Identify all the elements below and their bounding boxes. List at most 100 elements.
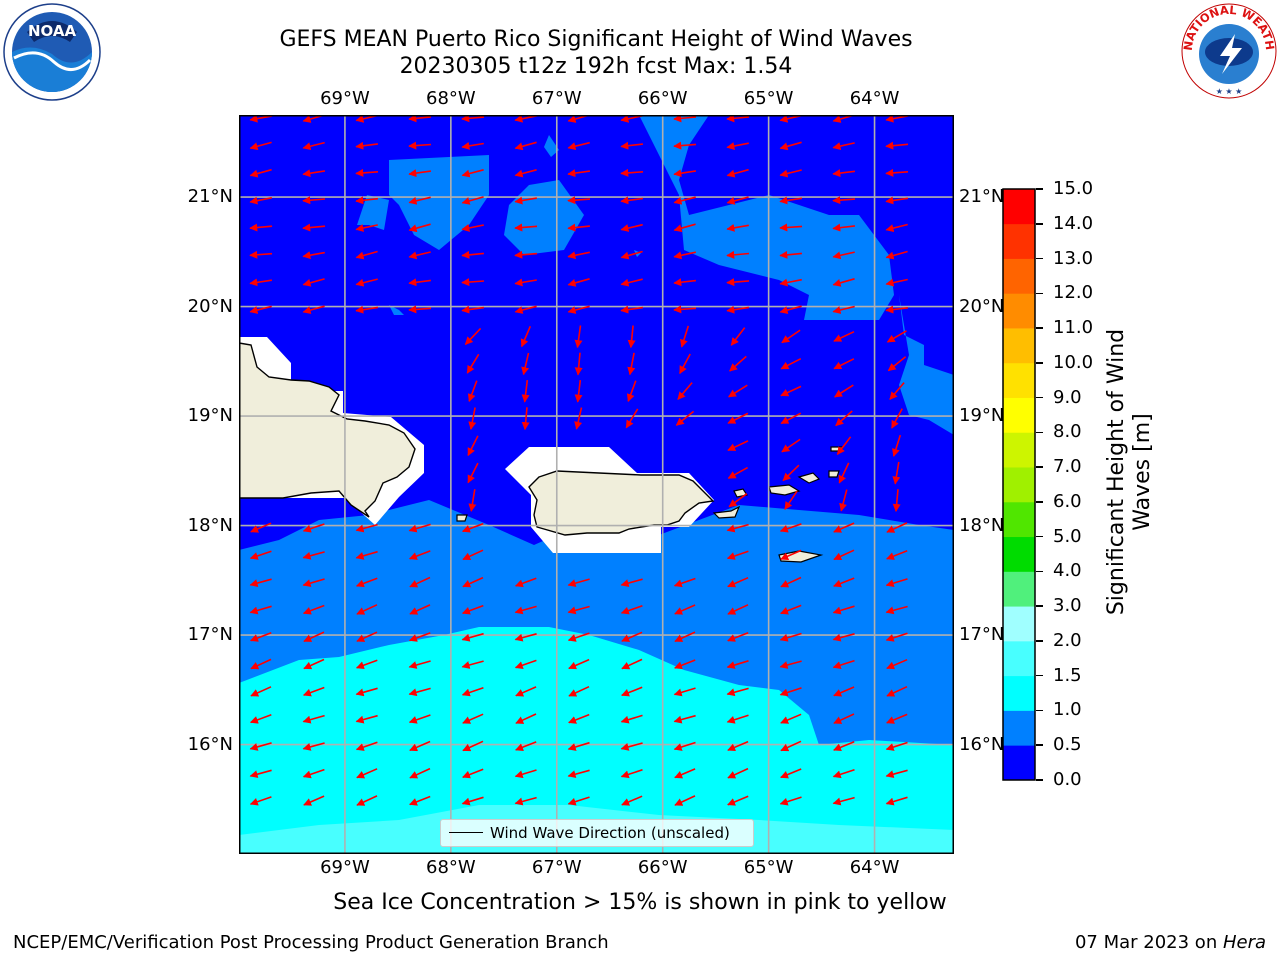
wind-wave-arrow (620, 196, 644, 205)
wind-wave-arrow (885, 223, 908, 233)
wind-wave-arrow (832, 142, 855, 151)
nws-logo: NATIONAL WEATHER SERVICE ★ ★ ★ (1176, 0, 1278, 100)
wind-wave-arrow (355, 196, 378, 205)
wind-wave-arrow (887, 356, 907, 372)
wind-wave-arrow (249, 305, 272, 314)
wind-wave-arrow (515, 713, 537, 724)
wind-wave-arrow (780, 357, 802, 370)
colorbar-segment (1003, 328, 1035, 364)
wind-wave-arrow (833, 330, 855, 342)
wind-wave-arrow (727, 604, 749, 615)
wind-wave-arrow (726, 115, 750, 123)
lat-tick-right: 17°N (959, 624, 1005, 646)
wind-wave-arrow (620, 742, 643, 751)
wind-wave-arrow (249, 115, 272, 123)
colorbar-tick-mark (1036, 779, 1043, 781)
wind-wave-arrow (515, 741, 537, 751)
wind-wave-arrow (673, 169, 697, 178)
wind-wave-arrow (461, 604, 484, 615)
wave-zone-10-15 (239, 627, 954, 854)
wind-wave-arrow (568, 658, 590, 670)
wind-wave-arrow (832, 169, 855, 178)
colorbar-tick-mark (1036, 327, 1043, 329)
wind-wave-arrow (621, 795, 643, 806)
wind-wave-arrow (779, 660, 802, 669)
sea-ice-note: Sea Ice Concentration > 15% is shown in … (333, 890, 947, 915)
lat-tick-right: 19°N (959, 405, 1005, 427)
wind-wave-arrow (674, 631, 696, 643)
wind-wave-arrow (356, 768, 378, 779)
wind-wave-arrow (467, 462, 479, 484)
wind-wave-arrow (521, 407, 530, 431)
wind-wave-arrow (461, 686, 484, 697)
wind-wave-arrow (302, 278, 325, 287)
wind-wave-arrow (727, 576, 749, 588)
lon-tick-top: 65°W (743, 88, 794, 109)
wave-height-map (239, 115, 954, 854)
wind-wave-arrow (302, 169, 326, 178)
wind-wave-arrow (780, 412, 802, 425)
colorbar-segment (1003, 571, 1035, 607)
wind-wave-arrow (627, 352, 636, 376)
wind-wave-arrow (574, 325, 583, 349)
wind-wave-arrow (461, 115, 485, 123)
wind-wave-arrow (726, 305, 750, 314)
lon-tick-bottom: 68°W (425, 857, 476, 878)
wind-wave-arrow (567, 632, 590, 642)
wind-wave-arrow (833, 577, 855, 588)
wind-wave-arrow (885, 605, 908, 615)
wind-wave-arrow (780, 740, 802, 752)
wind-wave-arrow (779, 632, 802, 642)
wind-wave-arrows (249, 115, 909, 806)
wind-wave-arrow (249, 278, 273, 287)
wind-wave-arrow (355, 250, 378, 260)
wind-wave-arrow (467, 380, 478, 403)
wind-wave-arrow (408, 714, 431, 724)
wind-wave-arrow (620, 223, 643, 232)
wind-wave-arrow (461, 169, 484, 178)
lon-tick-top: 67°W (531, 88, 582, 109)
wind-wave-arrow (302, 551, 325, 560)
wind-wave-arrow (462, 549, 484, 561)
wind-wave-arrow (892, 489, 901, 512)
wind-wave-arrow (514, 305, 537, 314)
wind-wave-arrow (833, 740, 855, 752)
wind-wave-arrow (832, 251, 855, 260)
wind-wave-arrow (462, 713, 484, 724)
wind-wave-arrow (302, 768, 325, 779)
wind-wave-arrow (620, 605, 643, 615)
colorbar-segment (1003, 501, 1035, 538)
wind-wave-arrow (885, 141, 909, 150)
wind-wave-arrow (409, 795, 431, 806)
lon-tick-top: 64°W (849, 88, 900, 109)
wind-wave-arrow (779, 523, 802, 533)
wind-wave-arrow (514, 278, 537, 287)
wind-wave-arrow (620, 278, 643, 287)
noaa-logo-text: NOAA (28, 22, 77, 40)
colorbar-tick-label: 5.0 (1053, 525, 1082, 547)
colorbar-label: Significant Height of Wind Waves [m] (1104, 272, 1156, 672)
colorbar-tick-label: 1.0 (1053, 699, 1082, 721)
map-frame (239, 115, 954, 854)
colorbar-tick-mark (1036, 674, 1043, 677)
wind-wave-arrow (781, 329, 801, 344)
wind-wave-arrow (355, 168, 379, 177)
wind-wave-arrow (408, 305, 432, 314)
wind-wave-arrow (729, 355, 747, 372)
wind-wave-arrow (832, 605, 855, 615)
wind-wave-arrow (567, 141, 590, 151)
wind-wave-arrow (567, 796, 590, 806)
wind-wave-arrow (355, 659, 378, 670)
wind-wave-arrow (302, 223, 326, 232)
wind-wave-arrow (621, 631, 643, 642)
colorbar-segment (1003, 362, 1035, 398)
colorbar-tick-mark (1036, 535, 1043, 538)
wind-wave-arrow (568, 685, 590, 697)
wind-wave-arrow (780, 549, 802, 560)
wind-wave-arrow (461, 305, 485, 314)
wind-wave-arrow (408, 223, 431, 233)
wind-wave-arrow (302, 578, 325, 588)
wind-wave-arrow (885, 578, 908, 588)
wind-wave-arrow (885, 278, 908, 287)
lat-tick-left: 18°N (187, 514, 233, 536)
